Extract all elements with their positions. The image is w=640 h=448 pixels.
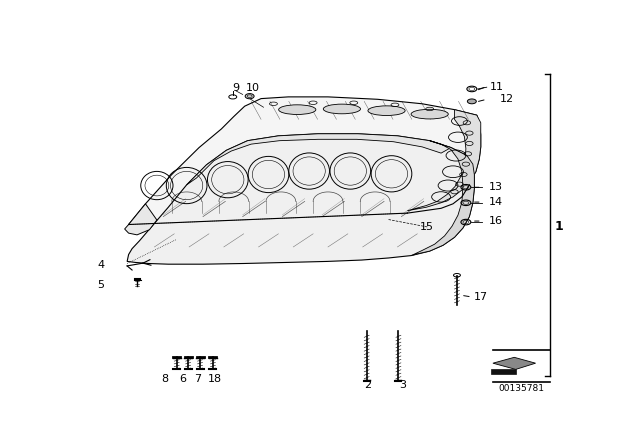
Polygon shape bbox=[493, 358, 536, 370]
Text: 12: 12 bbox=[499, 94, 514, 104]
Text: 5: 5 bbox=[97, 280, 104, 290]
Text: 13: 13 bbox=[489, 182, 502, 192]
Ellipse shape bbox=[323, 104, 360, 114]
Ellipse shape bbox=[411, 109, 448, 119]
Text: 17: 17 bbox=[474, 292, 488, 302]
Ellipse shape bbox=[245, 94, 254, 99]
Polygon shape bbox=[125, 204, 157, 235]
Text: 2: 2 bbox=[364, 380, 371, 390]
Polygon shape bbox=[412, 141, 474, 255]
Text: 14: 14 bbox=[488, 197, 502, 207]
Text: 3: 3 bbox=[399, 380, 406, 390]
Text: 18: 18 bbox=[208, 374, 222, 384]
Polygon shape bbox=[408, 110, 481, 211]
Text: 9: 9 bbox=[233, 83, 240, 93]
Polygon shape bbox=[491, 369, 516, 374]
Text: 1: 1 bbox=[554, 220, 563, 233]
Text: 8: 8 bbox=[162, 374, 169, 384]
Text: 15: 15 bbox=[420, 222, 434, 232]
Polygon shape bbox=[129, 97, 481, 224]
Text: 7: 7 bbox=[195, 374, 202, 384]
Text: 6: 6 bbox=[180, 374, 187, 384]
Polygon shape bbox=[127, 134, 474, 264]
Polygon shape bbox=[187, 134, 451, 185]
Text: 00135781: 00135781 bbox=[499, 384, 545, 393]
Text: 4: 4 bbox=[97, 260, 104, 270]
Text: 16: 16 bbox=[489, 216, 502, 226]
Ellipse shape bbox=[278, 105, 316, 115]
Ellipse shape bbox=[368, 106, 405, 116]
Text: 11: 11 bbox=[490, 82, 504, 91]
Ellipse shape bbox=[467, 99, 476, 104]
Text: 10: 10 bbox=[246, 83, 260, 93]
